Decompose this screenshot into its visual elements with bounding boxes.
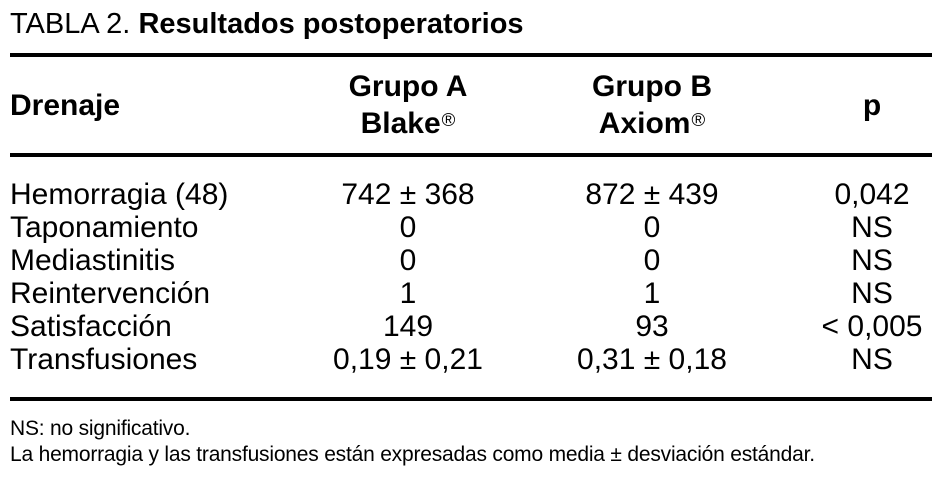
p-value-cell: NS xyxy=(851,277,893,310)
table-row: Taponamiento 0 0 NS xyxy=(10,211,932,244)
p-value-cell: 0,042 xyxy=(834,178,910,211)
p-value-cell: < 0,005 xyxy=(821,310,923,343)
grupo-a-brand: Blake® xyxy=(288,103,528,140)
row-label-cell: Transfusiones xyxy=(10,343,198,376)
grupo-b-cell: 93 xyxy=(635,310,669,343)
table-footnotes: NS: no significativo. La hemorragia y la… xyxy=(10,416,932,468)
column-header-grupo-b: Grupo B Axiom® xyxy=(528,55,776,157)
table-row: Reintervención 1 1 NS xyxy=(10,277,932,310)
grupo-b-cell: 0 xyxy=(643,244,661,277)
row-label-cell: Mediastinitis xyxy=(10,244,176,277)
column-header-p: p xyxy=(776,55,932,157)
table-number: TABLA 2. xyxy=(10,8,131,40)
brand-name-axiom: Axiom xyxy=(598,107,691,141)
column-header-drenaje: Drenaje xyxy=(10,55,288,157)
column-header-grupo-a: Grupo A Blake® xyxy=(288,55,528,157)
footnote-ns: NS: no significativo. xyxy=(10,417,191,440)
table-caption: TABLA 2. Resultados postoperatorios xyxy=(10,6,932,42)
row-label-cell: Hemorragia (48) xyxy=(10,178,229,211)
grupo-b-cell: 1 xyxy=(643,277,661,310)
table-title-text: Resultados postoperatorios xyxy=(138,8,524,40)
grupo-a-cell: 149 xyxy=(382,310,434,343)
grupo-b-cell: 0,31 ± 0,18 xyxy=(577,343,727,376)
table-row: Mediastinitis 0 0 NS xyxy=(10,244,932,277)
p-value-cell: NS xyxy=(851,343,893,376)
registered-trademark-icon: ® xyxy=(441,108,456,130)
grupo-a-cell: 0,19 ± 0,21 xyxy=(333,343,483,376)
p-value-cell: NS xyxy=(851,244,893,277)
registered-trademark-icon: ® xyxy=(691,108,706,130)
results-table: Drenaje Grupo A Blake® Grupo B Axiom® p … xyxy=(10,53,932,401)
grupo-a-cell: 1 xyxy=(399,277,417,310)
row-label-cell: Satisfacción xyxy=(10,310,172,343)
header-row: Drenaje Grupo A Blake® Grupo B Axiom® p xyxy=(10,55,932,157)
brand-name-blake: Blake xyxy=(360,107,441,141)
grupo-b-cell: 872 ± 439 xyxy=(585,178,719,211)
row-label-cell: Reintervención xyxy=(10,277,211,310)
row-label-cell: Taponamiento xyxy=(10,211,199,244)
grupo-b-label: Grupo B xyxy=(592,69,712,103)
p-value-cell: NS xyxy=(851,211,893,244)
table-row: Hemorragia (48) 742 ± 368 872 ± 439 0,04… xyxy=(10,155,932,211)
footnote-mean-sd: La hemorragia y las transfusiones están … xyxy=(10,443,815,466)
grupo-a-cell: 0 xyxy=(399,244,417,277)
grupo-a-cell: 0 xyxy=(399,211,417,244)
grupo-a-label: Grupo A xyxy=(348,69,468,103)
grupo-a-cell: 742 ± 368 xyxy=(341,178,475,211)
table-row: Satisfacción 149 93 < 0,005 xyxy=(10,310,932,343)
grupo-b-cell: 0 xyxy=(643,211,661,244)
grupo-b-brand: Axiom® xyxy=(528,103,776,140)
table-row: Transfusiones 0,19 ± 0,21 0,31 ± 0,18 NS xyxy=(10,343,932,399)
